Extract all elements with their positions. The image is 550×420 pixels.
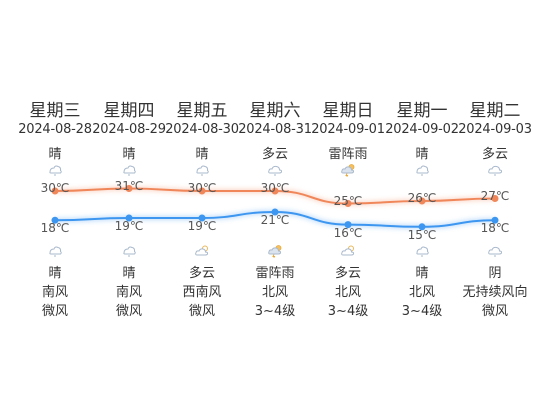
night-weather-label: 晴 — [48, 266, 62, 281]
wind-direction-label: 无持续风向 — [462, 285, 528, 300]
thunderstorm-icon — [340, 162, 356, 178]
low-temp-label: 16℃ — [333, 225, 363, 240]
night-weather-label: 多云 — [188, 266, 215, 281]
forecast-day: 星期五 2024-08-30 晴 30℃ 19℃ 多云西南风微风 — [165, 0, 239, 420]
moon-icon — [121, 243, 137, 257]
forecast-day: 星期三 2024-08-28 晴 30℃ 18℃ 晴南风微风 — [18, 0, 92, 420]
forecast-day: 星期二 2024-09-03 多云 27℃ 18℃ 阴无持续风向微风 — [458, 0, 532, 420]
sun-icon — [121, 162, 137, 176]
wind-level-label: 3~4级 — [327, 304, 369, 319]
wind-level-label: 3~4级 — [254, 304, 296, 319]
day-weather-label: 多云 — [261, 147, 288, 162]
day-weather-label: 晴 — [48, 147, 62, 162]
wind-level-label: 微风 — [115, 304, 142, 319]
weekday-label: 星期二 — [469, 101, 521, 121]
low-temp-label: 21℃ — [260, 213, 290, 227]
wind-direction-label: 北风 — [261, 285, 288, 300]
night-weather-label: 晴 — [415, 266, 429, 281]
overcast-icon — [487, 243, 503, 257]
cloud-icon — [487, 162, 503, 176]
date-label: 2024-09-03 — [458, 122, 532, 137]
wind-direction-label: 北风 — [408, 285, 435, 300]
high-temp-label: 26℃ — [407, 191, 437, 205]
cloudy-night-icon — [340, 243, 356, 257]
cloudy-night-icon — [194, 243, 210, 257]
high-temp-label: 25℃ — [333, 193, 363, 208]
day-weather-label: 雷阵雨 — [328, 147, 368, 162]
weekday-label: 星期五 — [176, 101, 228, 121]
low-temp-label: 18℃ — [40, 221, 70, 236]
weekday-label: 星期三 — [29, 101, 81, 121]
weekday-label: 星期一 — [396, 101, 448, 121]
cloud-icon — [267, 162, 283, 176]
day-weather-label: 晴 — [415, 147, 429, 162]
night-weather-label: 雷阵雨 — [255, 266, 295, 281]
sun-icon — [194, 162, 210, 176]
date-label: 2024-08-28 — [18, 122, 92, 137]
forecast-day: 星期一 2024-09-02 晴 26℃ 15℃ 晴北风 3~4级 — [385, 0, 459, 420]
low-temp-label: 18℃ — [480, 221, 510, 236]
weekday-label: 星期日 — [322, 101, 374, 121]
high-temp-label: 31℃ — [114, 178, 144, 193]
high-temp-label: 30℃ — [260, 181, 290, 195]
date-label: 2024-08-30 — [165, 122, 239, 137]
wind-direction-label: 北风 — [334, 285, 361, 300]
thunderstorm-icon — [267, 243, 283, 259]
date-label: 2024-08-31 — [238, 122, 312, 137]
moon-icon — [47, 243, 63, 257]
low-temp-label: 19℃ — [187, 219, 217, 233]
forecast-day: 星期日 2024-09-01 雷阵雨 25℃ 16℃ 多云北风 3~4级 — [311, 0, 385, 420]
high-temp-label: 30℃ — [40, 181, 70, 195]
wind-level-label: 微风 — [41, 304, 68, 319]
wind-direction-label: 南风 — [115, 285, 142, 300]
forecast-day: 星期六 2024-08-31 多云 30℃ 21℃ 雷阵雨北风 3~4级 — [238, 0, 312, 420]
wind-direction-label: 南风 — [41, 285, 68, 300]
weekday-label: 星期四 — [103, 101, 155, 121]
wind-level-label: 微风 — [481, 304, 508, 319]
weekday-label: 星期六 — [249, 101, 301, 121]
date-label: 2024-08-29 — [92, 122, 166, 137]
night-weather-label: 阴 — [488, 266, 502, 281]
wind-direction-label: 西南风 — [182, 285, 222, 300]
sun-icon — [47, 162, 63, 176]
moon-icon — [414, 243, 430, 257]
high-temp-label: 30℃ — [187, 181, 217, 195]
date-label: 2024-09-02 — [385, 122, 459, 137]
day-weather-label: 晴 — [122, 147, 136, 162]
sun-icon — [414, 162, 430, 176]
night-weather-label: 晴 — [122, 266, 136, 281]
low-temp-label: 19℃ — [114, 219, 144, 233]
low-temp-label: 15℃ — [407, 227, 437, 242]
wind-level-label: 微风 — [188, 304, 215, 319]
day-weather-label: 晴 — [195, 147, 209, 162]
night-weather-label: 多云 — [334, 266, 361, 281]
wind-level-label: 3~4级 — [401, 304, 443, 319]
forecast-day: 星期四 2024-08-29 晴 31℃ 19℃ 晴南风微风 — [92, 0, 166, 420]
date-label: 2024-09-01 — [311, 122, 385, 137]
day-weather-label: 多云 — [481, 147, 508, 162]
high-temp-label: 27℃ — [480, 188, 510, 203]
